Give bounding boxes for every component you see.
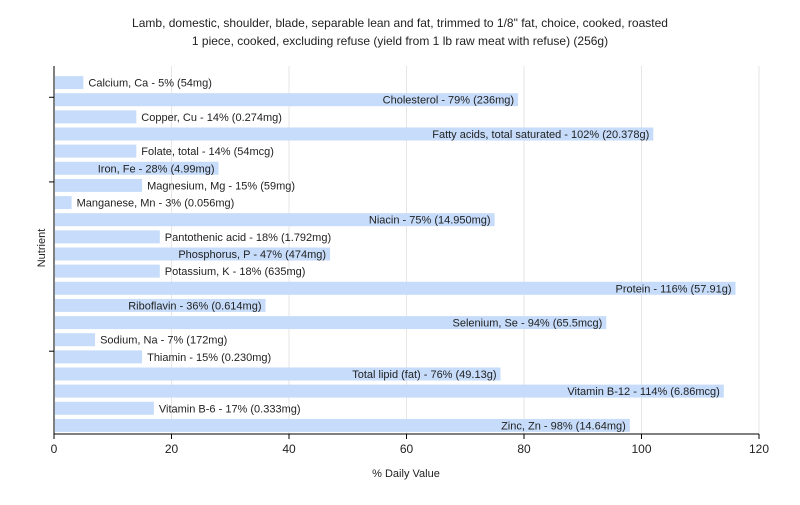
bar-label: Cholesterol - 79% (236mg) [383, 95, 514, 107]
bar [55, 93, 519, 107]
bar [55, 178, 143, 192]
bar [55, 316, 607, 330]
bar-label: Zinc, Zn - 98% (14.64mg) [501, 420, 626, 432]
x-tick-label: 40 [282, 442, 296, 456]
bar-label: Selenium, Se - 94% (65.5mcg) [453, 318, 603, 330]
bar-label: Thiamin - 15% (0.230mg) [147, 352, 271, 364]
bar [55, 367, 501, 381]
bar-label: Niacin - 75% (14.950mg) [369, 215, 491, 227]
bar [55, 264, 160, 278]
bar-label: Fatty acids, total saturated - 102% (20.… [432, 129, 649, 141]
bar [55, 144, 137, 158]
x-tick-label: 20 [165, 442, 179, 456]
bar [55, 76, 84, 90]
bar-label: Vitamin B-6 - 17% (0.333mg) [159, 403, 301, 415]
bar-label: Riboflavin - 36% (0.614mg) [128, 300, 261, 312]
bar [55, 110, 137, 124]
bar-label: Manganese, Mn - 3% (0.056mg) [77, 198, 235, 210]
bar-label: Copper, Cu - 14% (0.274mg) [141, 112, 282, 124]
bar-label: Total lipid (fat) - 76% (49.13g) [352, 369, 496, 381]
bar [55, 230, 160, 244]
x-tick-label: 80 [517, 442, 531, 456]
bar [55, 196, 72, 210]
bar [55, 401, 154, 415]
bar-label: Sodium, Na - 7% (172mg) [100, 335, 227, 347]
bar-label: Protein - 116% (57.91g) [616, 283, 732, 295]
bar [55, 333, 96, 347]
bar-label: Vitamin B-12 - 114% (6.86mcg) [567, 386, 719, 398]
bars-group: Calcium, Ca - 5% (54mg) Cholesterol - 79%… [55, 76, 736, 432]
bar-label: Calcium, Ca - 5% (54mg) [88, 78, 211, 90]
bar-label: Pantothenic acid - 18% (1.792mg) [165, 232, 331, 244]
bar [55, 418, 630, 432]
chart-subtitle: 1 piece, cooked, excluding refuse (yield… [192, 34, 608, 48]
y-axis-label: Nutrient [36, 229, 48, 268]
axes-group: 0 20 40 60 80 100 120 [49, 66, 769, 456]
bar [55, 127, 654, 141]
bar [55, 384, 724, 398]
x-axis-label: % Daily Value [372, 468, 440, 480]
bar [55, 213, 495, 227]
x-tick-label: 120 [749, 442, 769, 456]
bar [55, 161, 219, 175]
chart-title: Lamb, domestic, shoulder, blade, separab… [132, 16, 668, 30]
bar-label: Potassium, K - 18% (635mg) [165, 266, 306, 278]
bar [55, 350, 143, 364]
x-tick-label: 100 [631, 442, 651, 456]
bar [55, 247, 331, 261]
x-tick-label: 0 [51, 442, 58, 456]
bar-label: Iron, Fe - 28% (4.99mg) [98, 163, 215, 175]
bar [55, 281, 736, 295]
bar-label: Folate, total - 14% (54mcg) [141, 146, 274, 158]
bar-label: Magnesium, Mg - 15% (59mg) [147, 180, 295, 192]
bar-label: Phosphorus, P - 47% (474mg) [178, 249, 326, 261]
bar [55, 298, 266, 312]
x-tick-label: 60 [400, 442, 414, 456]
